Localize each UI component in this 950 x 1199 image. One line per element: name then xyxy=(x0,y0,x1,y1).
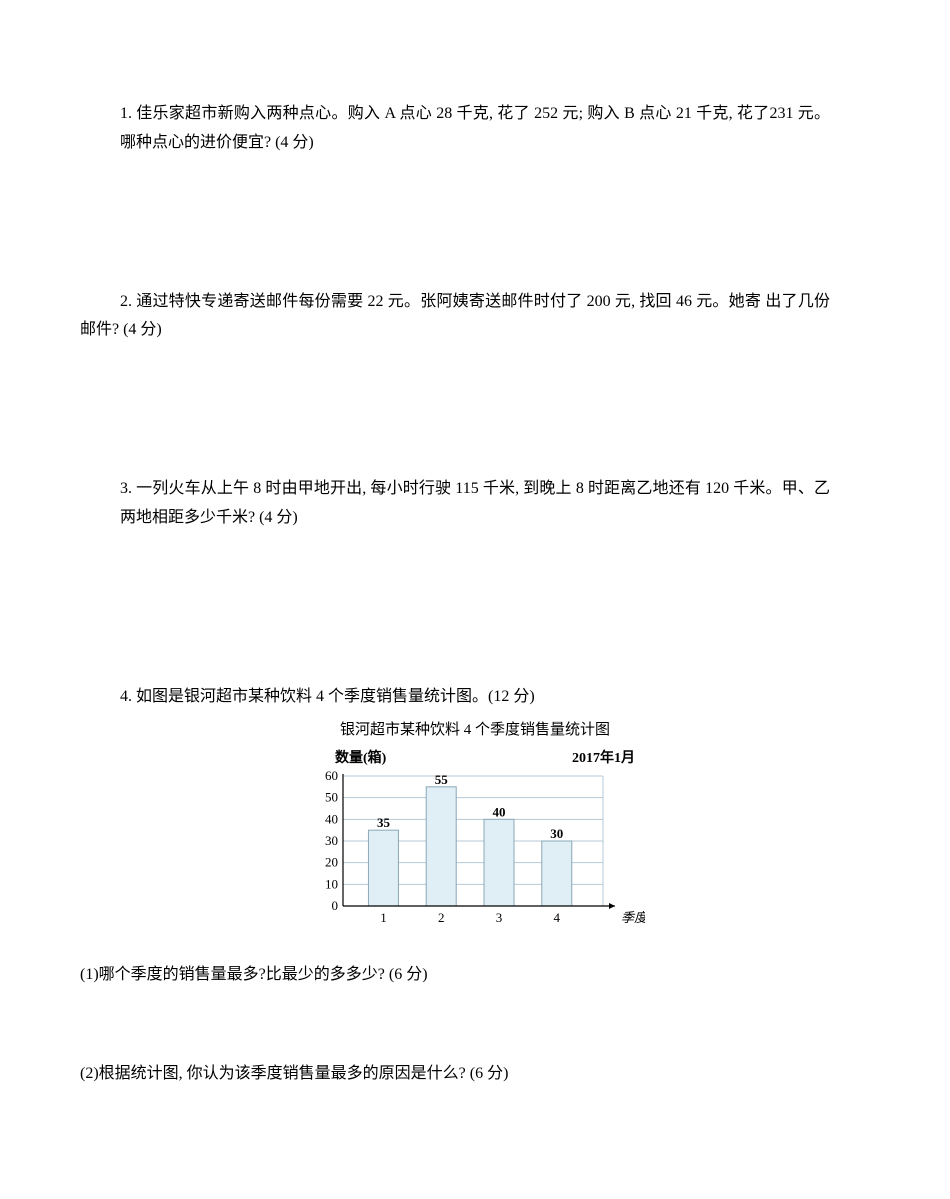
chart-header: 数量(箱) 2017年1月 xyxy=(305,746,645,771)
question-2: 2. 通过特快专递寄送邮件每份需要 22 元。张阿姨寄送邮件时付了 200 元,… xyxy=(80,288,830,346)
svg-text:季度: 季度 xyxy=(621,910,645,925)
question-2-text: 2. 通过特快专递寄送邮件每份需要 22 元。张阿姨寄送邮件时付了 200 元,… xyxy=(80,288,830,346)
svg-text:30: 30 xyxy=(325,833,338,848)
chart-date: 2017年1月 xyxy=(572,746,635,771)
svg-text:30: 30 xyxy=(550,826,563,841)
sales-bar-chart: 银河超市某种饮料 4 个季度销售量统计图 数量(箱) 2017年1月 0 10 20… xyxy=(305,717,645,941)
svg-text:10: 10 xyxy=(325,876,338,891)
question-3: 3. 一列火车从上午 8 时由甲地开出, 每小时行驶 115 千米, 到晚上 8… xyxy=(120,475,830,533)
svg-text:40: 40 xyxy=(493,804,506,819)
svg-text:4: 4 xyxy=(554,910,561,925)
question-4-text: 4. 如图是银河超市某种饮料 4 个季度销售量统计图。(12 分) xyxy=(120,683,830,712)
question-1-text: 1. 佳乐家超市新购入两种点心。购入 A 点心 28 千克, 花了 252 元;… xyxy=(120,100,830,158)
svg-text:35: 35 xyxy=(377,815,391,830)
bar-chart-svg: 0 10 20 30 40 50 60 35 1 55 2 40 3 30 4 季度 xyxy=(305,771,645,941)
svg-text:1: 1 xyxy=(380,910,387,925)
question-4-sub2: (2)根据统计图, 你认为该季度销售量最多的原因是什么? (6 分) xyxy=(80,1060,830,1089)
question-1: 1. 佳乐家超市新购入两种点心。购入 A 点心 28 千克, 花了 252 元;… xyxy=(120,100,830,158)
svg-text:0: 0 xyxy=(332,898,339,913)
question-4-sub1: (1)哪个季度的销售量最多?比最少的多多少? (6 分) xyxy=(80,961,830,990)
chart-title: 银河超市某种饮料 4 个季度销售量统计图 xyxy=(305,717,645,744)
svg-text:20: 20 xyxy=(325,854,338,869)
question-3-text: 3. 一列火车从上午 8 时由甲地开出, 每小时行驶 115 千米, 到晚上 8… xyxy=(120,475,830,533)
svg-text:55: 55 xyxy=(435,772,449,787)
svg-text:3: 3 xyxy=(496,910,503,925)
svg-text:60: 60 xyxy=(325,771,338,783)
y-axis-label: 数量(箱) xyxy=(335,746,386,771)
svg-text:50: 50 xyxy=(325,789,338,804)
svg-text:40: 40 xyxy=(325,811,338,826)
svg-text:2: 2 xyxy=(438,910,445,925)
question-4: 4. 如图是银河超市某种饮料 4 个季度销售量统计图。(12 分) 银河超市某种… xyxy=(120,683,830,941)
